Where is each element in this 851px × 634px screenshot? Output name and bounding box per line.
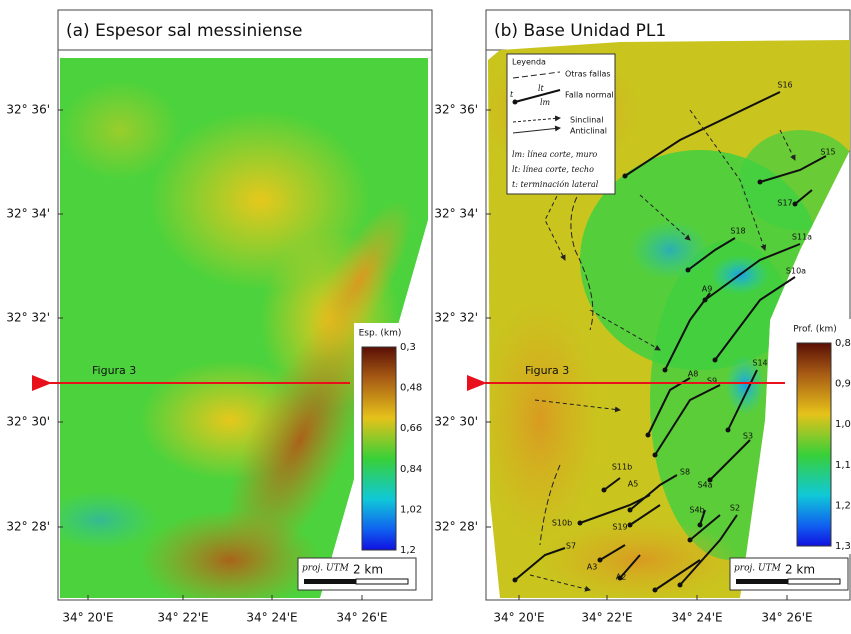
structure-label: S11b (612, 463, 632, 472)
scale-bar (356, 579, 408, 584)
legend-symbol-label: lm (540, 98, 551, 107)
legend-title: Leyenda (512, 58, 546, 67)
panel-title: (b) Base Unidad PL1 (494, 21, 666, 41)
scale-length: 2 km (785, 563, 815, 577)
y-tick-label: 32° 28' (434, 520, 478, 534)
x-tick-label: 34° 22'E (157, 611, 208, 625)
legend-symbol (513, 100, 518, 105)
structure-label: A5 (628, 480, 639, 489)
x-tick-label: 34° 26'E (761, 611, 812, 625)
fault-tip (623, 174, 628, 179)
figure: (a) Espesor sal messiniense (b) Base Uni… (0, 0, 851, 630)
structure-label: A3 (587, 563, 598, 572)
fault-tip (513, 578, 518, 583)
legend-note: lt: línea corte, techo (512, 165, 594, 174)
scale-projection: proj. UTM (302, 564, 350, 574)
scale-bar (788, 579, 840, 584)
fault-tip (628, 523, 633, 528)
y-tick-label: 32° 28' (6, 520, 50, 534)
y-tick-label: 32° 30' (434, 415, 478, 429)
fault-tip (713, 358, 718, 363)
y-tick-label: 32° 30' (6, 415, 50, 429)
structure-label: S4b (689, 506, 704, 515)
fault-tip (758, 180, 763, 185)
legend-entry: Otras fallas (565, 70, 611, 79)
fault-tip (793, 202, 798, 207)
structure-label: S14 (752, 359, 767, 368)
structure-label: S9 (707, 377, 717, 386)
scale-bar (736, 579, 788, 584)
colorbar-tick-label: 0,48 (400, 383, 422, 394)
colorbar-tick-label: 1,0 (835, 419, 851, 430)
structure-label: S18 (730, 227, 745, 236)
structure-label: S4a (697, 481, 712, 490)
colorbar-tick-label: 1,2 (835, 500, 851, 511)
fault-tip (686, 268, 691, 273)
scale-bar (304, 579, 356, 584)
x-tick-label: 34° 26'E (336, 611, 387, 625)
y-tick-label: 32° 32' (434, 311, 478, 325)
structure-label: S7 (566, 542, 576, 551)
colorbar (797, 343, 831, 546)
colorbar-tick-label: 1,3 (835, 541, 851, 552)
fault-tip (688, 538, 693, 543)
y-tick-label: 32° 32' (6, 311, 50, 325)
structure-label: S19 (612, 523, 627, 532)
colorbar (362, 347, 396, 550)
y-tick-label: 32° 34' (434, 207, 478, 221)
colorbar-tick-label: 0,8 (835, 338, 851, 349)
colorbar-title: Esp. (km) (359, 329, 402, 339)
x-tick-label: 34° 24'E (671, 611, 722, 625)
legend-entry: Falla normal (565, 91, 614, 100)
colorbar-tick-label: 0,3 (400, 342, 416, 353)
fault-tip (653, 588, 658, 593)
x-tick-label: 34° 22'E (581, 611, 632, 625)
fault-tip (663, 368, 668, 373)
colorbar-tick-label: 0,9 (835, 379, 851, 390)
structure-label: A2 (616, 573, 627, 582)
x-tick-label: 34° 20'E (493, 611, 544, 625)
scale-projection: proj. UTM (734, 564, 782, 574)
colorbar-tick-label: 1,02 (400, 504, 422, 515)
x-tick-label: 34° 24'E (246, 611, 297, 625)
section-label: Figura 3 (525, 364, 569, 377)
legend-note: lm: línea corte, muro (512, 150, 597, 159)
fault-tip (653, 453, 658, 458)
structure-label: S8 (680, 468, 690, 477)
colorbar-tick-label: 1,2 (400, 545, 416, 556)
structure-label: S15 (820, 148, 835, 157)
legend-entry: Anticlinal (570, 127, 607, 136)
fault-tip (578, 521, 583, 526)
fault-tip (646, 433, 651, 438)
legend-entry: Sinclinal (570, 116, 603, 125)
structure-label: S10b (552, 519, 572, 528)
colorbar-title: Prof. (km) (793, 325, 837, 335)
fault-tip (698, 523, 703, 528)
legend-symbol-label: lt (538, 84, 545, 93)
fault-tip (598, 558, 603, 563)
fault-tip (726, 428, 731, 433)
fault-tip (628, 508, 633, 513)
structure-label: S2 (730, 504, 740, 513)
structure-label: S11a (792, 233, 812, 242)
panel-title: (a) Espesor sal messiniense (66, 21, 303, 41)
colorbar-tick-label: 0,66 (400, 423, 422, 434)
section-label: Figura 3 (92, 364, 136, 377)
y-tick-label: 32° 36' (434, 103, 478, 117)
structure-label: A9 (702, 285, 713, 294)
structure-label: S3 (743, 432, 753, 441)
fault-tip (678, 583, 683, 588)
y-tick-label: 32° 36' (6, 103, 50, 117)
x-tick-label: 34° 20'E (62, 611, 113, 625)
colorbar-tick-label: 1,1 (835, 460, 851, 471)
structure-label: A8 (688, 370, 699, 379)
fault-tip (602, 488, 607, 493)
structure-label: S17 (777, 199, 792, 208)
legend-note: t: terminación lateral (512, 180, 599, 189)
structure-label: S10a (786, 267, 806, 276)
colorbar-tick-label: 0,84 (400, 464, 422, 475)
structure-label: S16 (777, 81, 792, 90)
scale-length: 2 km (353, 563, 383, 577)
y-tick-label: 32° 34' (6, 207, 50, 221)
